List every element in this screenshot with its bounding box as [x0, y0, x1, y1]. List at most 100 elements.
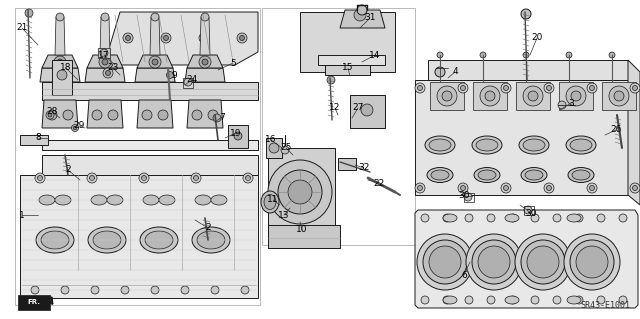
Polygon shape [628, 60, 640, 205]
Circle shape [151, 286, 159, 294]
Circle shape [515, 234, 571, 290]
Circle shape [564, 234, 620, 290]
Circle shape [201, 13, 209, 21]
Ellipse shape [431, 170, 449, 180]
Text: 5: 5 [230, 58, 236, 68]
Circle shape [121, 286, 129, 294]
Circle shape [575, 214, 583, 222]
Circle shape [630, 83, 640, 93]
Circle shape [57, 70, 67, 80]
Circle shape [278, 170, 322, 214]
Text: 30: 30 [458, 191, 470, 201]
Text: 11: 11 [268, 196, 279, 204]
Circle shape [181, 286, 189, 294]
Circle shape [417, 186, 422, 190]
Ellipse shape [55, 195, 71, 205]
Circle shape [417, 234, 473, 290]
Circle shape [461, 186, 465, 190]
Circle shape [268, 160, 332, 224]
Circle shape [478, 246, 510, 278]
Polygon shape [185, 68, 225, 82]
Polygon shape [300, 12, 395, 72]
Circle shape [208, 110, 218, 120]
Circle shape [149, 56, 161, 68]
Ellipse shape [476, 139, 498, 151]
Circle shape [38, 175, 42, 181]
Circle shape [458, 83, 468, 93]
Circle shape [619, 296, 627, 304]
Circle shape [246, 175, 250, 181]
Circle shape [435, 67, 445, 77]
Circle shape [619, 214, 627, 222]
Circle shape [193, 175, 198, 181]
Ellipse shape [505, 296, 519, 304]
Circle shape [547, 85, 552, 91]
Circle shape [101, 13, 109, 21]
Ellipse shape [572, 170, 590, 180]
Circle shape [99, 56, 111, 68]
Circle shape [103, 68, 113, 78]
Circle shape [237, 33, 247, 43]
Circle shape [199, 56, 211, 68]
Circle shape [423, 240, 467, 284]
Ellipse shape [107, 195, 123, 205]
Circle shape [528, 91, 538, 101]
Circle shape [48, 113, 52, 117]
Polygon shape [268, 225, 340, 248]
Text: 26: 26 [611, 125, 621, 135]
Circle shape [609, 52, 615, 58]
Circle shape [632, 85, 637, 91]
Ellipse shape [427, 167, 453, 182]
Circle shape [570, 240, 614, 284]
Ellipse shape [425, 136, 455, 154]
Circle shape [191, 173, 201, 183]
Circle shape [241, 286, 249, 294]
Text: 15: 15 [342, 63, 354, 72]
Circle shape [361, 104, 373, 116]
Ellipse shape [261, 191, 279, 213]
Ellipse shape [478, 170, 496, 180]
Circle shape [161, 33, 171, 43]
Text: 8: 8 [35, 133, 41, 143]
Circle shape [184, 78, 192, 86]
Circle shape [461, 85, 465, 91]
Circle shape [501, 183, 511, 193]
Circle shape [141, 175, 147, 181]
Circle shape [125, 35, 131, 41]
Polygon shape [40, 68, 80, 82]
Circle shape [243, 173, 253, 183]
Polygon shape [52, 60, 72, 95]
Ellipse shape [88, 227, 126, 253]
Circle shape [123, 33, 133, 43]
Ellipse shape [197, 231, 225, 249]
Ellipse shape [567, 296, 581, 304]
Polygon shape [350, 95, 385, 128]
Text: 17: 17 [99, 50, 109, 60]
Circle shape [63, 110, 73, 120]
Polygon shape [340, 10, 385, 28]
Text: 2: 2 [65, 166, 71, 174]
Polygon shape [85, 68, 125, 82]
Circle shape [199, 33, 209, 43]
Circle shape [614, 91, 624, 101]
Circle shape [609, 86, 629, 106]
Ellipse shape [211, 195, 227, 205]
Circle shape [527, 246, 559, 278]
Circle shape [56, 13, 64, 21]
Ellipse shape [570, 139, 592, 151]
Circle shape [509, 296, 517, 304]
Text: 22: 22 [373, 179, 385, 188]
Circle shape [90, 175, 95, 181]
Circle shape [465, 296, 473, 304]
Circle shape [566, 86, 586, 106]
Circle shape [421, 214, 429, 222]
Circle shape [327, 76, 335, 84]
Polygon shape [42, 100, 78, 128]
Text: 12: 12 [330, 103, 340, 113]
Text: 24: 24 [186, 76, 198, 85]
Circle shape [47, 110, 57, 120]
Circle shape [553, 296, 561, 304]
Circle shape [357, 5, 367, 15]
Circle shape [575, 296, 583, 304]
Ellipse shape [264, 195, 276, 210]
